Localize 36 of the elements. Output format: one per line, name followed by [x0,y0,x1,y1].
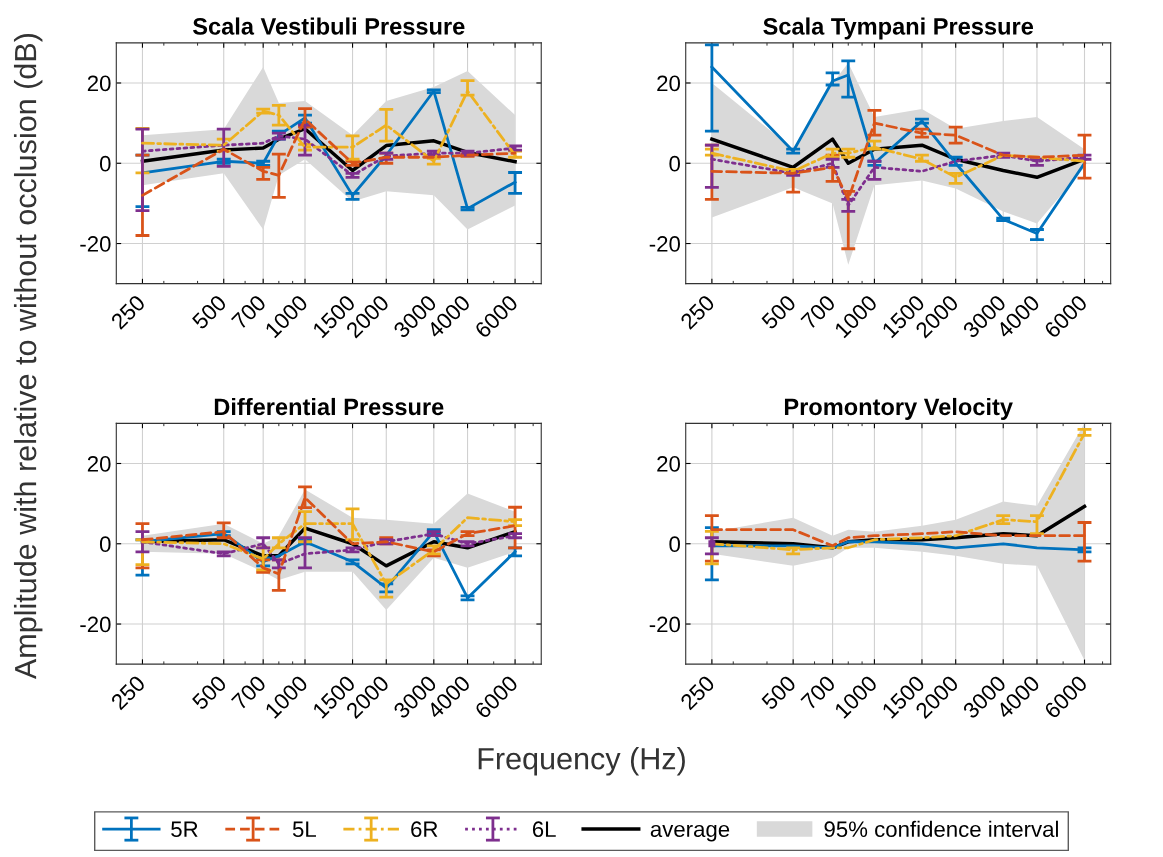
x-axis-title: Frequency (Hz) [478,747,685,776]
y-tick-label: 0 [99,155,111,172]
y-tick-label: 20 [657,456,680,472]
chart-title: Scala Vestibuli Pressure [192,17,465,35]
y-tick-label: 0 [669,536,680,553]
chart-title: Differential Pressure [214,397,444,416]
x-tick-label: 700 [230,674,267,711]
legend-label: 6R [411,821,438,838]
legend-label: average [650,824,730,842]
text: 95% confidence interval [824,820,1058,838]
legend-label: 6L [532,821,556,838]
x-tick-label: 250 [679,294,716,330]
x-tick-label: 700 [230,294,267,330]
x-tick-label: 250 [679,674,716,711]
y-tick-label: -20 [80,236,111,252]
legend-label: 5R [171,821,198,838]
y-tick-label: -20 [80,616,111,633]
x-tick-label: 700 [800,674,837,711]
y-tick-label: 20 [657,75,680,92]
x-tick-label: 250 [110,294,147,330]
y-tick-label: 20 [87,75,111,92]
chart-title: Scala Tympani Pressure [763,17,1034,40]
x-tick-label: 500 [191,674,228,711]
x-tick-label: 500 [760,674,797,711]
x-tick-label: 500 [760,294,797,331]
y-tick-label: 0 [669,155,680,172]
chart-title: Promontory Velocity [784,397,1013,420]
x-tick-label: 700 [800,294,837,330]
y-axis-title: Amplitude with relative to without occlusion (dB) [13,34,43,680]
y-tick-label: 20 [87,456,111,472]
legend-label: 5L [292,821,316,838]
y-tick-label: -20 [649,616,680,633]
x-tick-label: 250 [110,674,147,711]
y-tick-label: 0 [99,536,111,553]
x-tick-label: 500 [191,294,228,331]
y-tick-label: -20 [649,236,680,252]
